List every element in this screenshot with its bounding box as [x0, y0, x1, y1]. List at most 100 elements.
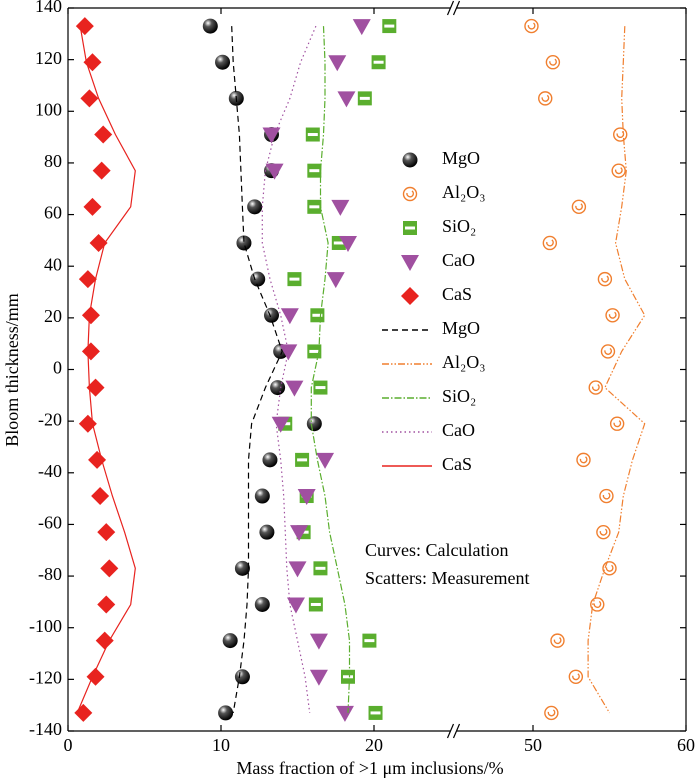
marker-shape [601, 275, 609, 283]
marker-shape [312, 313, 323, 317]
marker-square [310, 308, 325, 323]
marker-sphere [218, 705, 234, 721]
marker-shape [75, 17, 94, 36]
marker-diamond [86, 378, 105, 397]
marker-shape [597, 271, 613, 287]
marker-shape [370, 711, 381, 715]
x-tick-label: 10 [212, 735, 230, 755]
y-tick-label: 80 [44, 151, 62, 171]
marker-triangle [328, 55, 347, 72]
marker-diamond [88, 450, 107, 469]
marker-shape [74, 703, 93, 722]
marker-shape [218, 705, 234, 721]
marker-shape [401, 255, 419, 271]
marker-diamond [81, 342, 100, 361]
marker-shape [97, 595, 116, 614]
annotation: Scatters: Measurement [365, 568, 529, 588]
marker-shape [78, 270, 97, 289]
marker-shape [599, 528, 608, 536]
marker-shape [92, 161, 111, 180]
marker-triangle [280, 308, 299, 325]
marker-shape [254, 596, 270, 612]
legend-label: SiO₂ [442, 386, 476, 406]
marker-triangle [265, 163, 284, 180]
legend-label: CaS [442, 284, 472, 304]
marker-shape [97, 523, 116, 542]
marker-shape [342, 675, 353, 679]
marker-sphere [234, 669, 250, 685]
y-tick-label: -60 [38, 513, 62, 533]
marker-shape [328, 55, 347, 72]
marker-triangle [286, 597, 305, 614]
marker-ring [571, 199, 587, 215]
marker-shape [289, 277, 300, 281]
y-tick-label: 60 [44, 203, 62, 223]
y-tick-label: 20 [44, 306, 62, 326]
marker-ring [599, 488, 614, 504]
marker-shape [364, 639, 375, 643]
marker-shape [538, 91, 553, 106]
marker-diamond [74, 703, 93, 722]
marker-shape [309, 169, 320, 173]
curve [76, 25, 136, 714]
marker-diamond [83, 197, 102, 216]
x-tick-label: 50 [524, 735, 542, 755]
marker-shape [288, 561, 307, 578]
marker-sphere [234, 560, 250, 576]
marker-shape [333, 241, 344, 245]
marker-triangle [316, 452, 335, 469]
marker-shape [247, 199, 263, 215]
marker-shape [315, 566, 326, 570]
legend-label: MgO [442, 148, 480, 168]
marker-diamond [81, 306, 100, 325]
legend-label: MgO [442, 318, 480, 338]
marker-shape [524, 18, 539, 34]
marker-shape [309, 349, 320, 353]
marker-shape [91, 487, 110, 506]
marker-shape [80, 89, 99, 108]
marker-diamond [92, 161, 111, 180]
marker-square [357, 91, 372, 106]
marker-shape [297, 489, 316, 506]
marker-shape [579, 456, 588, 464]
marker-shape [309, 205, 320, 209]
marker-sphere [215, 54, 231, 70]
y-tick-label: -120 [29, 667, 62, 687]
marker-square [305, 127, 320, 142]
marker-ring [590, 597, 605, 612]
axis-break [452, 0, 461, 16]
marker-shape [544, 705, 559, 721]
marker-shape [576, 452, 591, 468]
marker-shape [600, 344, 616, 359]
marker-sphere [262, 452, 278, 468]
marker-shape [602, 492, 611, 500]
marker-shape [549, 58, 557, 66]
marker-square [368, 705, 383, 720]
marker-shape [550, 633, 565, 648]
y-tick-label: 140 [35, 0, 62, 16]
marker-shape [405, 226, 415, 230]
marker-square [371, 55, 386, 70]
marker-sphere [254, 488, 270, 504]
x-tick-label: 20 [365, 735, 383, 755]
marker-ring [550, 633, 565, 648]
marker-shape [402, 152, 418, 168]
axis-break [446, 723, 455, 739]
y-tick-label: 100 [35, 99, 62, 119]
marker-ring [538, 91, 553, 106]
marker-sphere [270, 380, 286, 396]
marker-shape [604, 347, 612, 355]
marker-shape [315, 386, 326, 390]
y-tick-label: -80 [38, 564, 62, 584]
marker-triangle [285, 380, 304, 397]
marker-shape [81, 306, 100, 325]
y-tick-label: -140 [29, 719, 62, 739]
axis-break [452, 723, 461, 739]
marker-triangle [271, 416, 290, 433]
marker-triangle [309, 669, 328, 686]
marker-ring [542, 235, 558, 251]
marker-square [403, 221, 417, 235]
marker-ring [402, 186, 418, 202]
marker-shape [81, 342, 100, 361]
marker-sphere [259, 524, 275, 540]
